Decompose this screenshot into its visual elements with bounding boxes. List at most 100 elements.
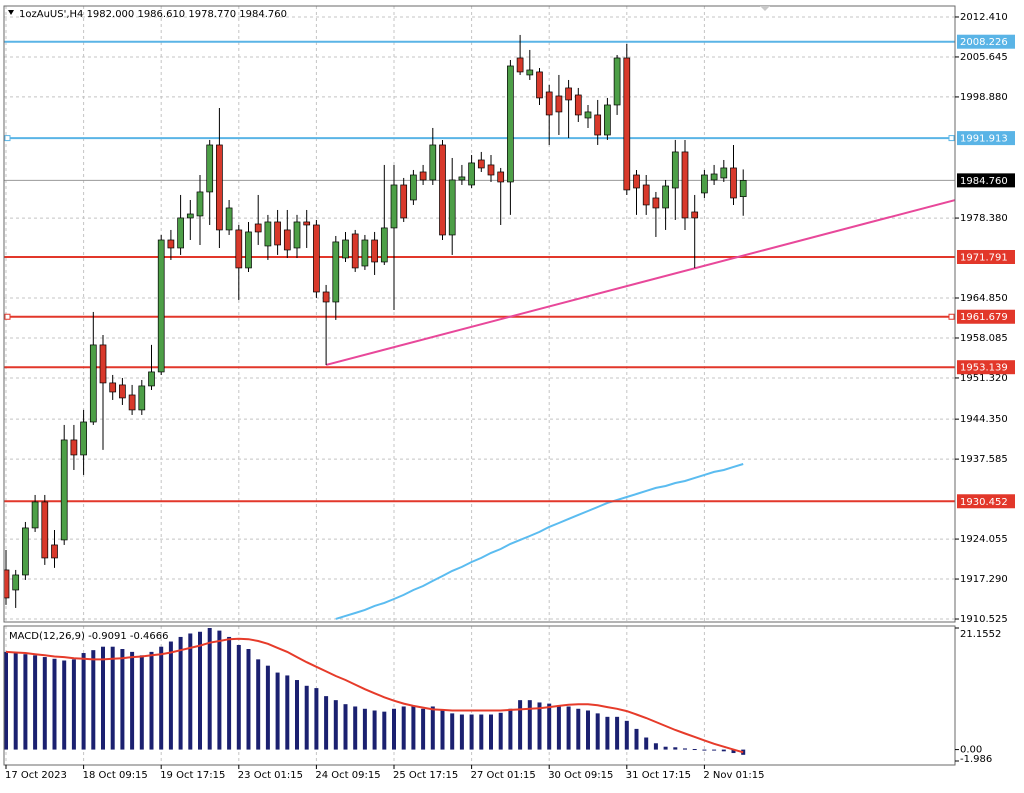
candle-body (487, 164, 495, 176)
level-label-box (957, 34, 1015, 49)
candle-body (303, 221, 311, 226)
candle-body (555, 95, 563, 113)
macd-bar (314, 688, 319, 750)
macd-bar (615, 716, 620, 750)
macd-bar (42, 657, 47, 750)
macd-bar (295, 680, 299, 750)
macd-bar (508, 708, 513, 750)
candle-body (662, 185, 669, 209)
macd-bar (246, 649, 251, 750)
macd-bar (382, 711, 387, 750)
candle-body (293, 221, 301, 249)
candle-body (710, 173, 718, 181)
macd-bar (392, 708, 396, 750)
macd-bar (149, 651, 154, 750)
macd-bar (198, 631, 202, 750)
candle-body (594, 114, 602, 136)
signal-line (5, 637, 744, 754)
y-tick-label: 2005.645 (960, 52, 1008, 63)
macd-bar (401, 706, 406, 750)
candle-body (429, 144, 437, 181)
macd-bar (566, 706, 571, 750)
candle-body (177, 217, 184, 249)
candle-body (642, 184, 650, 206)
macd-bar (265, 665, 270, 750)
candle-body (739, 180, 747, 198)
macd-bar (440, 710, 445, 750)
candle-body (390, 184, 398, 229)
macd-bar (168, 641, 173, 750)
macd-bar (683, 748, 687, 750)
last-price-label: 1984.760 (960, 176, 1008, 187)
candle-body (89, 344, 97, 423)
macd-bar (459, 714, 464, 750)
x-tick-label: 24 Oct 09:15 (315, 770, 380, 781)
x-tick-label: 18 Oct 09:15 (83, 770, 148, 781)
level-handle (4, 135, 11, 142)
macd-frame (3, 625, 956, 766)
macd-bar (62, 660, 67, 750)
candle-body (371, 239, 378, 263)
macd-bar (110, 646, 115, 750)
macd-bar (537, 702, 542, 750)
candle-body (254, 223, 262, 233)
macd-bar (81, 653, 86, 750)
candle-body (671, 151, 679, 189)
candle-body (216, 144, 223, 231)
candle-body (361, 239, 369, 267)
macd-bar (13, 653, 18, 750)
level-label: 2008.226 (960, 37, 1008, 48)
macd-bar (489, 714, 493, 750)
candle-body (623, 57, 631, 191)
candle-body (604, 104, 611, 136)
macd-bar (4, 651, 8, 750)
level-handle (948, 313, 955, 320)
macd-bar (624, 720, 629, 750)
level-label: 1991.913 (960, 134, 1008, 145)
candle-body (80, 421, 87, 456)
macd-bar (304, 685, 309, 750)
macd-bar (411, 706, 416, 750)
level-handle (948, 135, 955, 142)
macd-bar (362, 708, 367, 750)
candle-body (730, 167, 737, 199)
scroll-marker (760, 6, 770, 11)
macd-bar (498, 712, 503, 750)
moving-average (335, 463, 744, 620)
candle-body (313, 224, 320, 293)
candle-body (206, 144, 214, 193)
candle-body (322, 291, 330, 303)
candle-body (526, 69, 534, 76)
candle-body (225, 207, 233, 231)
macd-bar (644, 737, 649, 750)
main-frame (3, 5, 956, 623)
x-tick-label: 31 Oct 17:15 (626, 770, 691, 781)
y-tick-label: 1964.850 (960, 293, 1008, 304)
macd-bar (595, 713, 600, 750)
x-tick-label: 19 Oct 17:15 (160, 770, 225, 781)
menu-arrow[interactable] (8, 10, 14, 15)
level-label-box (957, 249, 1015, 264)
level-label: 1971.791 (960, 252, 1008, 263)
macd-bar (217, 630, 222, 750)
macd-bar (586, 710, 590, 750)
macd-bar (576, 708, 581, 750)
candle-body (439, 144, 446, 236)
candle-body (22, 527, 29, 576)
candle-body (458, 176, 466, 181)
candle-body (584, 111, 592, 119)
x-tick-label: 27 Oct 01:15 (471, 770, 536, 781)
macd-bar (527, 700, 532, 750)
candle-body (419, 171, 427, 181)
macd-bar (518, 700, 523, 750)
macd-bar (227, 636, 232, 750)
candle-body (400, 184, 408, 219)
macd-bar (479, 714, 484, 750)
macd-bar (130, 651, 135, 750)
level-label-box (957, 309, 1015, 324)
candle-body (4, 569, 10, 599)
macd-bar (178, 636, 183, 750)
candle-body (536, 71, 543, 99)
y-tick-label: 1924.055 (960, 534, 1008, 545)
macd-bar (236, 644, 241, 750)
